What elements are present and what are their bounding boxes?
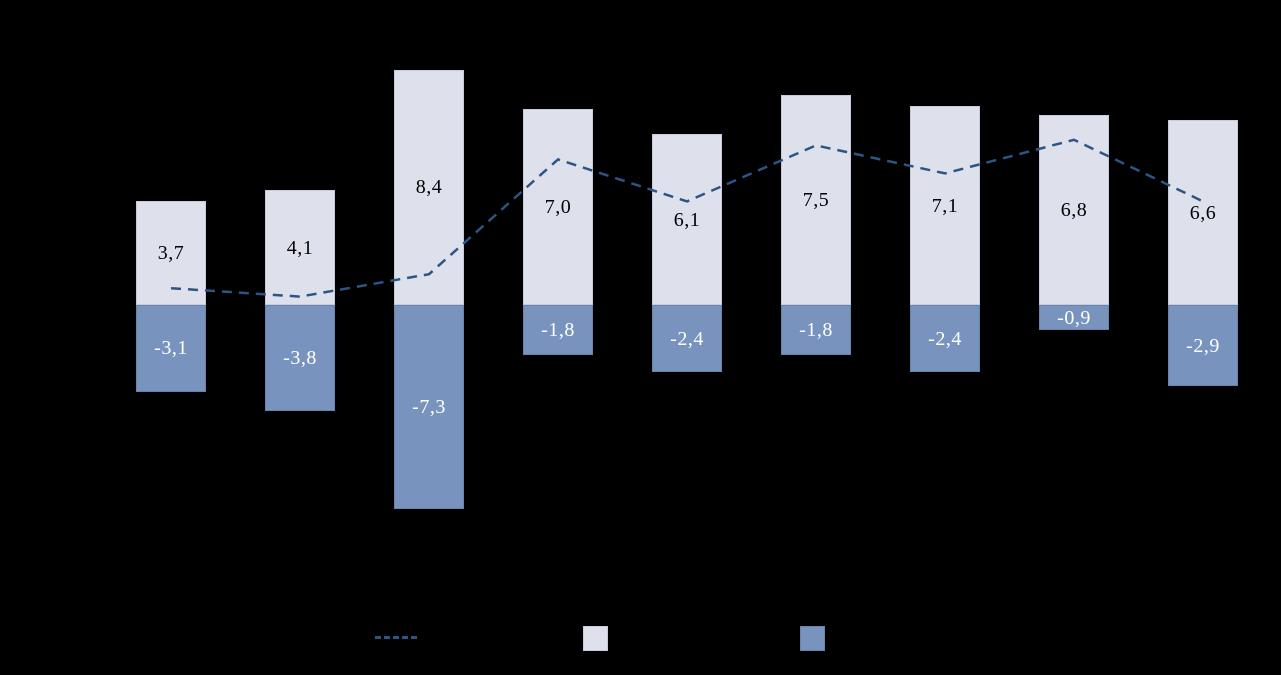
positive-bar: 6,1	[652, 134, 722, 305]
negative-bar: -3,1	[136, 305, 206, 392]
negative-bar-label: -0,9	[1057, 306, 1091, 329]
negative-bar-label: -7,3	[412, 396, 446, 419]
positive-bar-label: 7,0	[544, 196, 572, 218]
positive-bar-label: 7,5	[802, 189, 830, 211]
positive-bar: 6,8	[1039, 114, 1109, 305]
negative-bar-label: -2,4	[670, 327, 704, 350]
positive-bar-label: 6,6	[1189, 201, 1217, 224]
positive-bar-label: 6,1	[673, 208, 701, 231]
negative-bar: -3,8	[265, 305, 335, 412]
negative-bar-label: -2,4	[928, 327, 962, 350]
negative-bar: -2,4	[910, 305, 980, 373]
positive-bar-label: 7,1	[931, 194, 959, 217]
negative-bar-label: -3,1	[154, 337, 188, 360]
positive-bar-label: 8,4	[415, 176, 443, 199]
negative-bar-label: -1,8	[541, 319, 575, 342]
positive-bar: 3,7	[136, 201, 206, 305]
negative-bar: -1,8	[781, 305, 851, 356]
positive-bar: 7,1	[910, 106, 980, 305]
positive-bar: 7,0	[523, 109, 593, 305]
positive-bar-label: 3,7	[157, 242, 185, 265]
legend-line-swatch	[375, 636, 417, 639]
positive-bar: 8,4	[394, 69, 464, 305]
legend-negative-swatch	[800, 626, 825, 651]
positive-bar-label: 4,1	[286, 236, 314, 259]
negative-bar-label: -1,8	[799, 319, 833, 342]
positive-bar: 7,5	[781, 95, 851, 305]
positive-bar: 6,6	[1168, 120, 1238, 305]
legend-positive-swatch	[583, 626, 608, 651]
negative-bar: -1,8	[523, 305, 593, 356]
legend-item-positive	[583, 626, 608, 651]
positive-bar-label: 6,8	[1060, 198, 1088, 221]
negative-bar: -7,3	[394, 305, 464, 510]
legend-item-negative	[800, 626, 825, 651]
legend-item-line	[375, 636, 417, 639]
negative-bar: -2,9	[1168, 305, 1238, 387]
negative-bar: -0,9	[1039, 305, 1109, 331]
negative-bar-label: -2,9	[1186, 334, 1220, 357]
negative-bar: -2,4	[652, 305, 722, 373]
negative-bar-label: -3,8	[283, 347, 317, 370]
positive-bar: 4,1	[265, 190, 335, 305]
